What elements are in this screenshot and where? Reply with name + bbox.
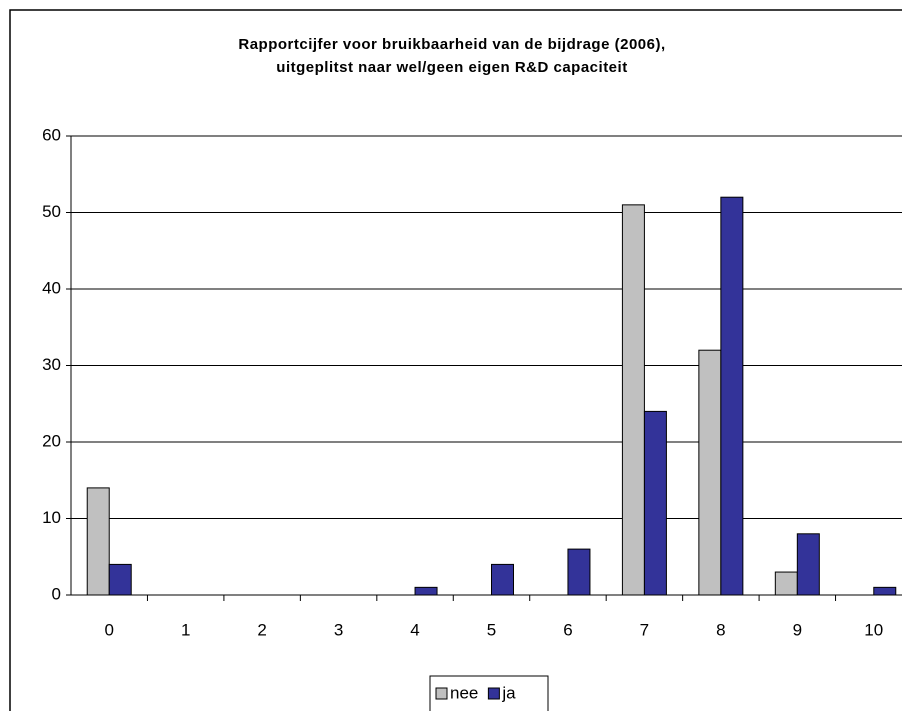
y-tick-label: 10 [42,508,61,527]
y-tick-label: 20 [42,431,61,450]
bar [698,349,722,596]
x-tick-label: 10 [864,620,883,639]
chart-title: Rapportcijfer voor bruikbaarheid van de … [238,36,665,53]
bar [873,586,897,596]
bar [643,410,667,596]
chart-title: uitgeplitst naar wel/geen eigen R&D capa… [276,59,627,76]
bar [796,533,820,596]
x-tick-label: 9 [793,620,802,639]
x-tick-label: 0 [104,620,113,639]
y-tick-label: 30 [42,355,61,374]
x-tick-label: 4 [410,620,419,639]
legend-label: nee [450,683,478,702]
y-tick-label: 60 [42,125,61,144]
x-tick-label: 3 [334,620,343,639]
x-tick-label: 8 [716,620,725,639]
legend-swatch [435,687,448,700]
y-tick-label: 50 [42,202,61,221]
legend-swatch [487,687,500,700]
y-tick-label: 40 [42,278,61,297]
bar [567,548,591,596]
bar [621,204,645,596]
chart-border [9,9,902,711]
y-tick-label: 0 [52,584,61,603]
x-tick-label: 2 [257,620,266,639]
bar [774,571,798,596]
bar [108,563,132,596]
x-tick-label: 6 [563,620,572,639]
bar [414,586,438,596]
x-tick-label: 1 [181,620,190,639]
legend-label: ja [501,683,516,702]
x-tick-label: 7 [640,620,649,639]
bar [86,487,110,596]
x-tick-label: 5 [487,620,496,639]
bar [491,563,514,596]
bar [720,196,744,596]
